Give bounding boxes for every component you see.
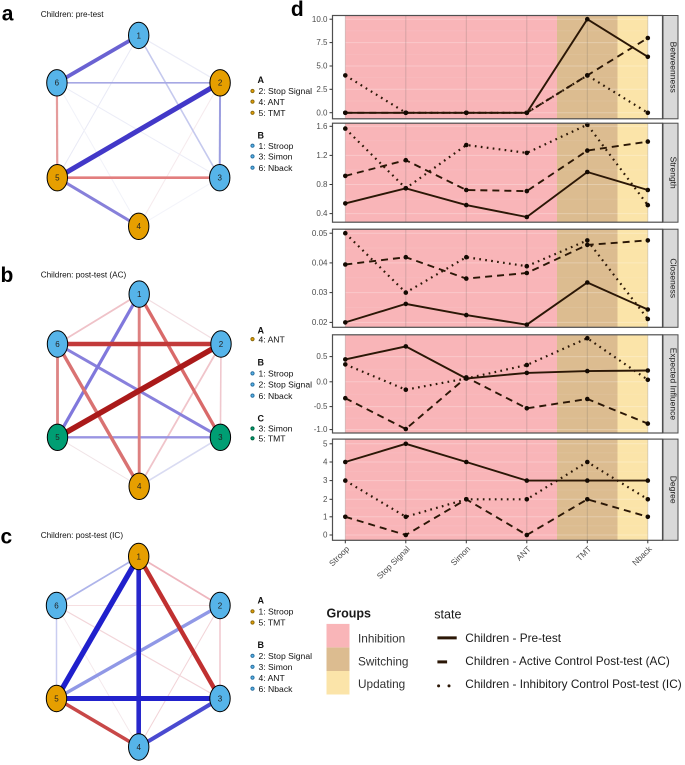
svg-text:3: Simon: 3: Simon <box>259 424 293 434</box>
svg-text:5: 5 <box>55 433 60 442</box>
svg-text:state: state <box>434 607 461 621</box>
svg-text:1: Stroop: 1: Stroop <box>259 141 294 151</box>
svg-text:Degree: Degree <box>669 476 679 504</box>
svg-text:2: Stop Signal: 2: Stop Signal <box>259 380 313 390</box>
svg-text:3: 3 <box>217 174 222 183</box>
svg-text:0.4: 0.4 <box>316 209 328 218</box>
svg-text:Children: post-test (AC): Children: post-test (AC) <box>41 270 127 279</box>
svg-text:5: 5 <box>54 694 59 703</box>
svg-text:Betweenness: Betweenness <box>669 42 679 93</box>
svg-text:5: TMT: 5: TMT <box>259 108 287 118</box>
svg-text:A: A <box>258 75 265 85</box>
svg-text:2: 2 <box>323 495 328 504</box>
svg-text:2: 2 <box>219 340 224 349</box>
svg-text:3: 3 <box>218 694 223 703</box>
svg-text:2: Stop Signal: 2: Stop Signal <box>259 651 313 661</box>
svg-text:4: 4 <box>323 458 328 467</box>
svg-text:0.0: 0.0 <box>316 377 328 386</box>
svg-text:5: 5 <box>55 174 60 183</box>
svg-text:Switching: Switching <box>358 654 409 668</box>
svg-text:2: 2 <box>218 79 223 88</box>
svg-text:3: 3 <box>218 433 223 442</box>
svg-text:c: c <box>1 526 13 549</box>
svg-text:4: ANT: 4: ANT <box>259 334 286 344</box>
svg-text:Closeness: Closeness <box>669 258 679 298</box>
svg-text:Updating: Updating <box>358 677 405 691</box>
svg-text:1: 1 <box>323 512 328 521</box>
svg-text:0.8: 0.8 <box>316 180 328 189</box>
svg-text:6: 6 <box>54 601 59 610</box>
svg-text:4: ANT: 4: ANT <box>259 97 286 107</box>
svg-text:0.05: 0.05 <box>312 229 328 238</box>
svg-text:3: Simon: 3: Simon <box>259 152 293 162</box>
svg-text:0.0: 0.0 <box>316 108 328 117</box>
svg-text:-0.5: -0.5 <box>314 402 328 411</box>
svg-text:Children - Pre-test: Children - Pre-test <box>465 631 561 645</box>
svg-text:3: 3 <box>323 476 328 485</box>
svg-text:0.03: 0.03 <box>312 288 328 297</box>
svg-text:4: 4 <box>136 743 141 752</box>
svg-text:C: C <box>258 414 265 424</box>
svg-text:3: Simon: 3: Simon <box>259 662 293 672</box>
svg-text:B: B <box>258 130 265 140</box>
svg-text:B: B <box>258 358 265 368</box>
svg-text:0.5: 0.5 <box>316 352 328 361</box>
svg-text:A: A <box>258 325 265 335</box>
svg-text:4: 4 <box>136 222 141 231</box>
svg-text:Inhibition: Inhibition <box>358 631 405 645</box>
svg-text:Expected Influence: Expected Influence <box>669 348 679 421</box>
svg-text:b: b <box>1 264 14 287</box>
svg-text:6: 6 <box>55 79 60 88</box>
svg-text:5: TMT: 5: TMT <box>259 618 287 628</box>
svg-text:Groups: Groups <box>327 606 371 620</box>
svg-text:Children: post-test (IC): Children: post-test (IC) <box>41 531 124 540</box>
svg-text:2: 2 <box>218 601 223 610</box>
svg-text:2: Stop Signal: 2: Stop Signal <box>259 86 313 96</box>
svg-text:d: d <box>291 0 304 21</box>
svg-text:1: 1 <box>137 290 142 299</box>
svg-text:6: Nback: 6: Nback <box>259 391 294 401</box>
svg-text:B: B <box>258 640 265 650</box>
svg-text:A: A <box>258 596 265 606</box>
svg-text:4: 4 <box>137 482 142 491</box>
svg-text:1.2: 1.2 <box>316 151 328 160</box>
svg-text:1: Stroop: 1: Stroop <box>259 369 294 379</box>
svg-text:2.5: 2.5 <box>316 85 328 94</box>
svg-text:0.02: 0.02 <box>312 318 328 327</box>
svg-text:6: Nback: 6: Nback <box>259 163 294 173</box>
svg-text:7.5: 7.5 <box>316 38 328 47</box>
svg-text:0.04: 0.04 <box>312 259 328 268</box>
svg-text:Children - Active Control Post: Children - Active Control Post-test (AC) <box>465 654 670 668</box>
svg-text:0: 0 <box>323 531 328 540</box>
svg-text:6: 6 <box>55 340 60 349</box>
svg-text:5.0: 5.0 <box>316 62 328 71</box>
svg-text:10.0: 10.0 <box>312 15 328 24</box>
svg-text:-1.0: -1.0 <box>314 425 328 434</box>
svg-text:6: Nback: 6: Nback <box>259 684 294 694</box>
svg-text:1.6: 1.6 <box>316 122 328 131</box>
svg-text:1: Stroop: 1: Stroop <box>259 607 294 617</box>
svg-text:5: 5 <box>323 439 328 448</box>
svg-text:Strength: Strength <box>669 157 679 189</box>
svg-text:4: ANT: 4: ANT <box>259 673 286 683</box>
svg-text:1: 1 <box>136 31 141 40</box>
svg-text:Children - Inhibitory Control: Children - Inhibitory Control Post-test … <box>465 677 681 691</box>
svg-text:1: 1 <box>136 552 141 561</box>
svg-text:Children: pre-test: Children: pre-test <box>41 10 105 19</box>
svg-text:a: a <box>2 2 14 25</box>
svg-text:5: TMT: 5: TMT <box>259 434 287 444</box>
